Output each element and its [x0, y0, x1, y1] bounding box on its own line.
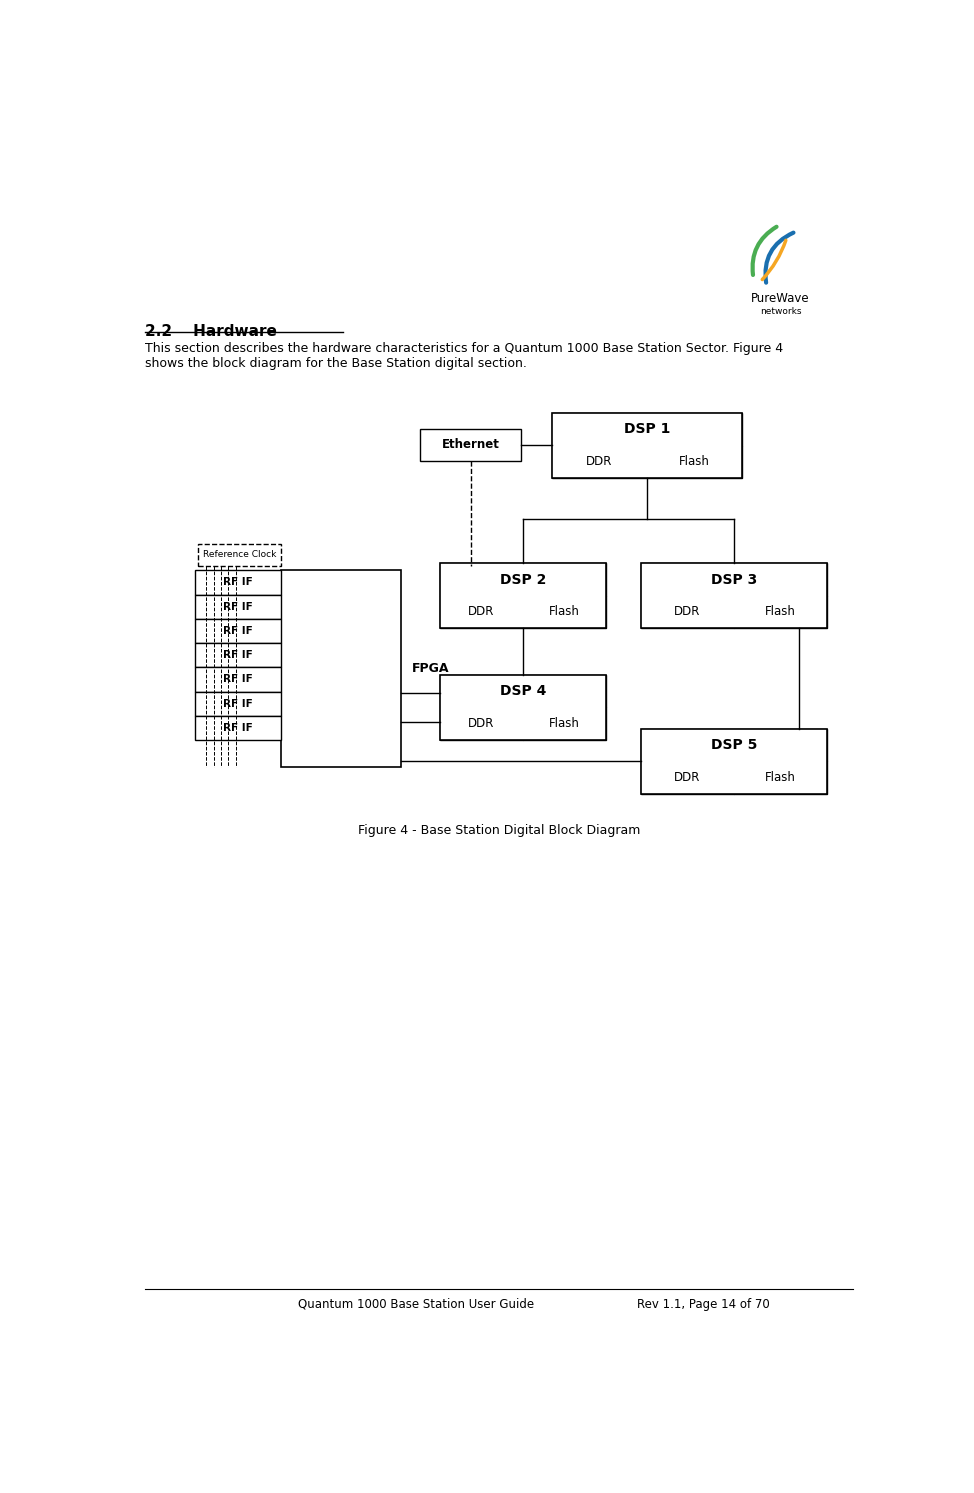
Text: Quantum 1000 Base Station User Guide: Quantum 1000 Base Station User Guide: [298, 1297, 535, 1311]
FancyBboxPatch shape: [647, 445, 742, 478]
Text: RF IF: RF IF: [223, 602, 253, 612]
FancyBboxPatch shape: [196, 570, 281, 594]
Text: networks: networks: [760, 308, 802, 317]
Text: RF IF: RF IF: [223, 578, 253, 587]
Text: DSP 2: DSP 2: [500, 572, 546, 587]
FancyBboxPatch shape: [196, 643, 281, 667]
FancyBboxPatch shape: [523, 596, 606, 629]
Text: Flash: Flash: [765, 770, 796, 784]
Text: shows the block diagram for the Base Station digital section.: shows the block diagram for the Base Sta…: [145, 357, 527, 370]
FancyBboxPatch shape: [552, 445, 647, 478]
FancyBboxPatch shape: [439, 675, 606, 708]
Text: DDR: DDR: [468, 605, 495, 618]
Text: DSP 3: DSP 3: [711, 572, 757, 587]
Text: DDR: DDR: [468, 717, 495, 730]
FancyBboxPatch shape: [523, 708, 606, 739]
FancyBboxPatch shape: [281, 570, 400, 767]
Text: DSP 1: DSP 1: [623, 423, 670, 436]
Text: DSP 5: DSP 5: [711, 738, 757, 752]
Text: DDR: DDR: [674, 770, 700, 784]
FancyBboxPatch shape: [641, 563, 827, 629]
Text: DDR: DDR: [674, 605, 700, 618]
Text: RF IF: RF IF: [223, 723, 253, 733]
Text: Flash: Flash: [679, 455, 710, 469]
Text: Reference Clock: Reference Clock: [203, 551, 277, 560]
FancyBboxPatch shape: [196, 667, 281, 691]
FancyBboxPatch shape: [439, 596, 523, 629]
FancyBboxPatch shape: [196, 691, 281, 715]
FancyBboxPatch shape: [439, 563, 606, 629]
Text: This section describes the hardware characteristics for a Quantum 1000 Base Stat: This section describes the hardware char…: [145, 342, 783, 355]
Text: PureWave: PureWave: [751, 291, 809, 305]
Text: Flash: Flash: [549, 717, 580, 730]
FancyBboxPatch shape: [196, 715, 281, 741]
FancyBboxPatch shape: [439, 675, 606, 739]
FancyBboxPatch shape: [439, 708, 523, 739]
FancyBboxPatch shape: [734, 761, 827, 794]
FancyBboxPatch shape: [641, 563, 827, 596]
Text: DSP 4: DSP 4: [500, 684, 546, 699]
Text: RF IF: RF IF: [223, 651, 253, 660]
Text: Ethernet: Ethernet: [441, 439, 500, 451]
FancyBboxPatch shape: [552, 414, 742, 445]
Text: RF IF: RF IF: [223, 675, 253, 684]
FancyBboxPatch shape: [439, 563, 606, 596]
Text: RF IF: RF IF: [223, 626, 253, 636]
Text: 2.2    Hardware: 2.2 Hardware: [145, 324, 277, 339]
FancyBboxPatch shape: [196, 594, 281, 618]
FancyBboxPatch shape: [552, 414, 742, 478]
FancyBboxPatch shape: [420, 428, 521, 461]
FancyBboxPatch shape: [641, 729, 827, 761]
FancyBboxPatch shape: [196, 618, 281, 643]
Text: Figure 4 - Base Station Digital Block Diagram: Figure 4 - Base Station Digital Block Di…: [358, 824, 640, 838]
Text: DDR: DDR: [586, 455, 613, 469]
Text: Rev 1.1, Page 14 of 70: Rev 1.1, Page 14 of 70: [637, 1297, 769, 1311]
Text: RF IF: RF IF: [223, 699, 253, 709]
Text: Flash: Flash: [765, 605, 796, 618]
FancyBboxPatch shape: [641, 596, 734, 629]
FancyBboxPatch shape: [734, 596, 827, 629]
FancyBboxPatch shape: [641, 729, 827, 794]
FancyBboxPatch shape: [199, 543, 281, 566]
Text: Flash: Flash: [549, 605, 580, 618]
FancyBboxPatch shape: [641, 761, 734, 794]
Text: FPGA: FPGA: [412, 661, 450, 675]
